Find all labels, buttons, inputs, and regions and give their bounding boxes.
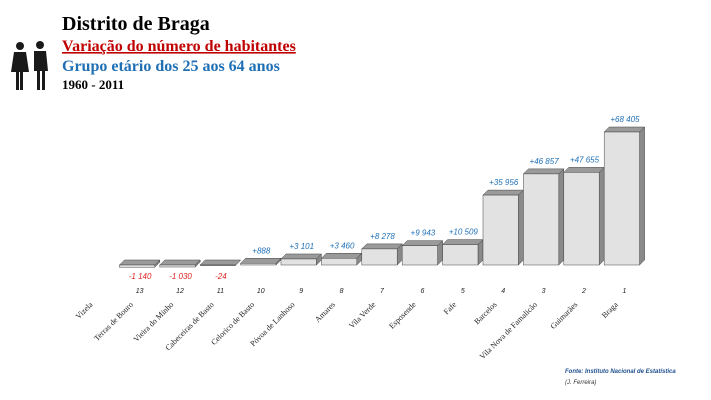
bar-top (320, 253, 363, 259)
bar-top (159, 259, 201, 266)
bar (482, 194, 519, 266)
chart-title: Distrito de Braga (62, 13, 210, 35)
x-tick-label: Terras de Bouro (92, 300, 135, 343)
bar-top (361, 243, 403, 250)
value-label: +3 460 (330, 241, 355, 250)
bar-top (199, 259, 242, 266)
bar-side (639, 126, 645, 266)
bar-side (598, 166, 605, 266)
value-label: +888 (252, 246, 271, 255)
bar (280, 258, 317, 266)
bar (442, 244, 479, 266)
rank-label: 7 (380, 288, 385, 295)
rank-label: 1 (622, 288, 626, 295)
source: Fonte: Instituto Nacional de Estatística (565, 369, 676, 375)
bar-top (401, 240, 444, 246)
author: (J. Ferreira) (565, 380, 596, 386)
x-tick-label: Vila Verde (347, 300, 378, 331)
x-tick-label: Guimarães (549, 300, 580, 331)
value-label: -1 140 (129, 272, 152, 281)
bar (523, 173, 560, 266)
x-tick-label: Esposende (387, 300, 418, 331)
rank-label: 5 (461, 288, 465, 295)
value-label: +47 655 (570, 155, 600, 164)
value-label: +35 956 (489, 178, 519, 187)
x-tick-label: Amares (313, 300, 337, 324)
x-tick-label: Vizela (74, 300, 95, 321)
value-label: -24 (215, 272, 227, 281)
rank-label: 3 (542, 288, 546, 295)
x-tick-label: Barcelos (472, 300, 498, 326)
bar (401, 245, 438, 266)
value-label: +3 101 (289, 242, 314, 251)
bar (240, 263, 277, 266)
bar-side (558, 168, 565, 266)
rank-label: 10 (257, 288, 265, 295)
rank-label: 4 (501, 288, 505, 295)
bar (563, 172, 600, 266)
rank-label: 2 (581, 288, 586, 295)
value-label: +8 278 (370, 232, 395, 241)
value-label: +9 943 (411, 229, 436, 238)
subtitle: Variação do número de habitantes (62, 38, 296, 55)
bar-top (563, 167, 605, 173)
bar-top (603, 126, 646, 133)
bar-top (280, 253, 323, 260)
rank-label: 6 (420, 288, 424, 295)
rank-label: 8 (340, 288, 344, 295)
group-label: Grupo etário dos 25 aos 64 anos (62, 58, 280, 75)
value-label: -1 030 (169, 272, 192, 281)
bar (159, 264, 196, 268)
bar-top (239, 258, 282, 264)
bar-top (482, 189, 525, 196)
bar (603, 131, 640, 266)
x-tick-label: Póvoa de Lanhoso (248, 300, 296, 348)
people-icon (11, 41, 48, 90)
bar-top (441, 239, 484, 245)
value-label: +68 405 (610, 115, 640, 124)
bar-side (518, 189, 524, 266)
x-tick-label: Fafe (442, 300, 459, 317)
rank-label: 11 (217, 288, 224, 295)
bar (321, 258, 358, 266)
bar-top (522, 168, 565, 175)
rank-label: 9 (299, 288, 303, 295)
bar (119, 264, 156, 268)
value-label: +46 857 (530, 157, 560, 166)
x-tick-label: Vieira do Minho (132, 300, 176, 344)
bar (361, 248, 398, 266)
period-label: 1960 - 2011 (62, 77, 124, 92)
value-label: +10 509 (449, 228, 479, 237)
bar-top (118, 259, 161, 266)
x-tick-label: Braga (600, 300, 620, 320)
bar (199, 264, 236, 266)
rank-label: 13 (136, 288, 144, 295)
rank-label: 12 (176, 288, 184, 295)
